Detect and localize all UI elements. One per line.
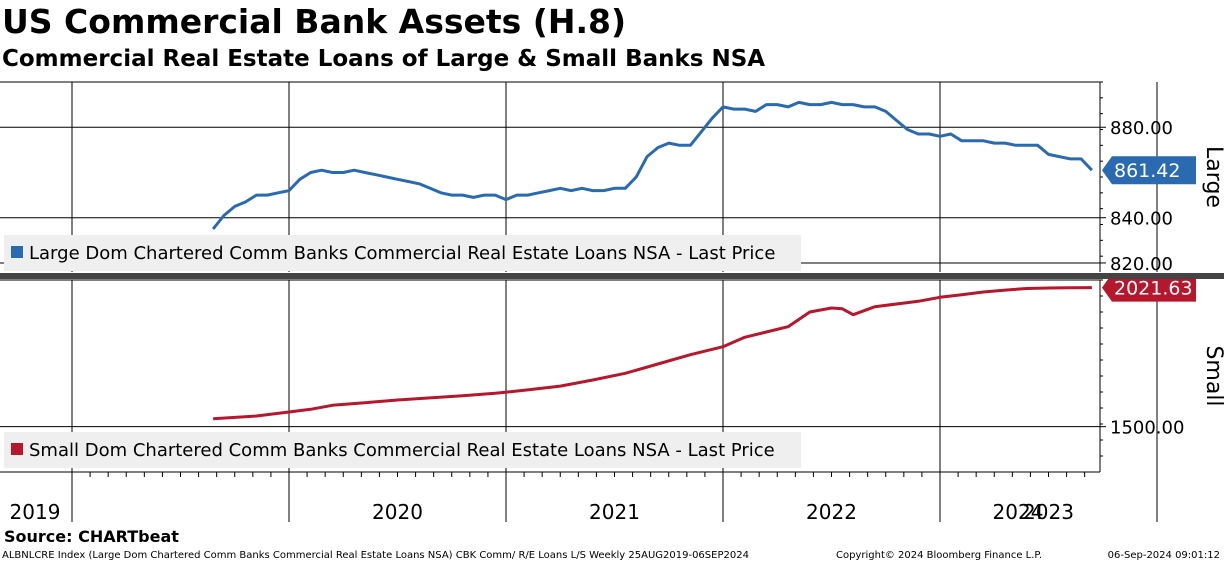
panel-divider (0, 273, 1224, 279)
large-series-line (211, 100, 1093, 230)
panel-label-large: Large (1201, 146, 1224, 208)
legend-label: Large Dom Chartered Comm Banks Commercia… (29, 243, 775, 264)
last-value-label: 861.42 (1114, 160, 1180, 182)
x-tick-label: 2024 (993, 500, 1044, 524)
y-tick-label: 1500.00 (1110, 418, 1184, 439)
legend-box (4, 432, 801, 468)
x-tick-label: 2021 (589, 500, 640, 524)
chart-subtitle: Commercial Real Estate Loans of Large & … (2, 46, 766, 72)
y-tick-label: 880.00 (1110, 118, 1173, 139)
footer-timestamp: 06-Sep-2024 09:01:12 (1107, 550, 1220, 561)
y-tick-label: 840.00 (1110, 209, 1173, 230)
legend-box (4, 235, 801, 271)
footer-series-info: ALBNLCRE Index (Large Dom Chartered Comm… (2, 550, 749, 561)
last-value-label: 2021.63 (1114, 278, 1193, 300)
chart-title: US Commercial Bank Assets (H.8) (2, 2, 627, 41)
large-last-value-flag (1102, 156, 1196, 185)
legend-swatch (11, 246, 23, 258)
footer-copyright: Copyright© 2024 Bloomberg Finance L.P. (836, 550, 1043, 561)
x-tick-label: 2019 (10, 500, 61, 524)
y-tick-label: 820.00 (1110, 254, 1173, 275)
small-last-value-flag (1102, 273, 1196, 302)
x-tick-label: 2023 (1023, 500, 1074, 524)
small-series-line (213, 286, 1092, 421)
legend-label: Small Dom Chartered Comm Banks Commercia… (29, 440, 775, 461)
panel-label-small: Small (1201, 345, 1224, 406)
x-tick-label: 2022 (806, 500, 857, 524)
source-label: Source: CHARTbeat (4, 527, 179, 546)
x-tick-label: 2020 (372, 500, 423, 524)
legend-swatch (11, 443, 23, 455)
